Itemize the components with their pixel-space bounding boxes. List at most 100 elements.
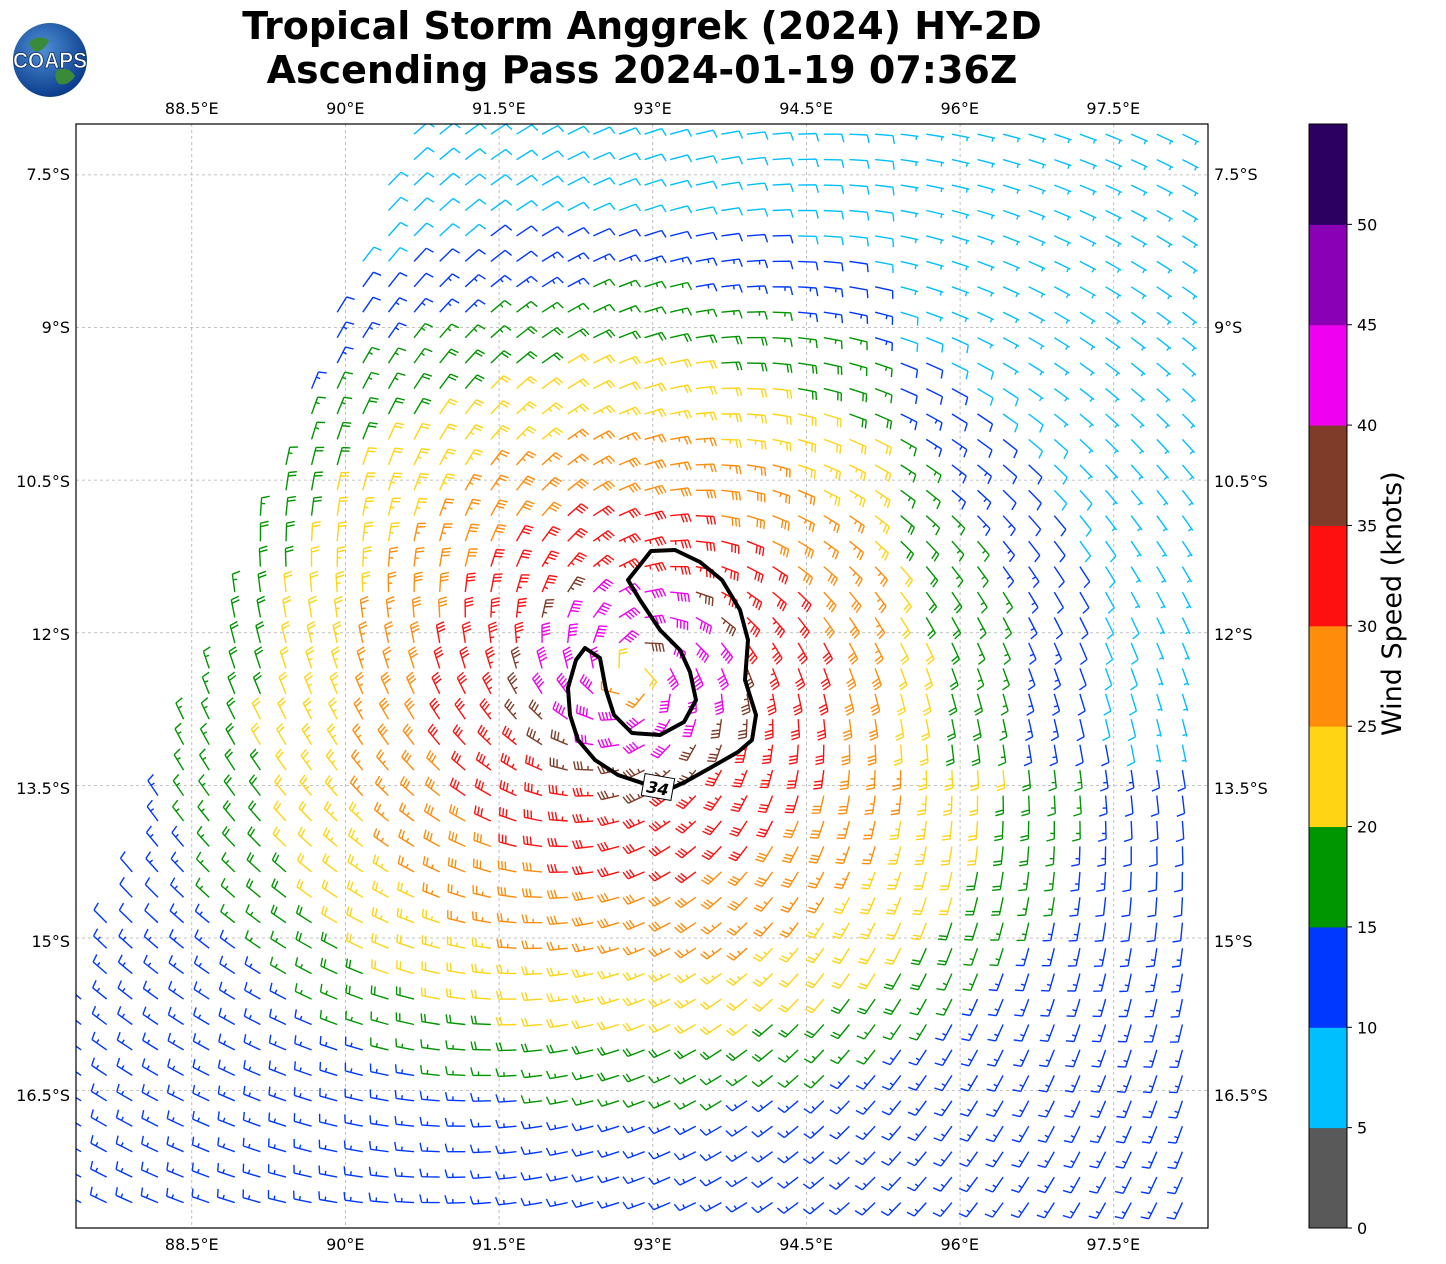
wind-barb-stroke <box>844 693 855 716</box>
wind-barb <box>1053 642 1063 665</box>
wind-barb-stroke <box>1116 1075 1132 1093</box>
wind-barb <box>875 158 895 170</box>
map-background <box>76 124 1208 1228</box>
wind-barb <box>299 774 313 797</box>
wind-barb <box>571 1199 594 1208</box>
wind-barb <box>951 438 968 458</box>
wind-barb <box>1072 820 1081 842</box>
wind-barb <box>1079 515 1092 537</box>
wind-barb-stroke <box>1002 438 1018 459</box>
wind-barb <box>1038 1075 1055 1093</box>
wind-barb <box>644 204 667 213</box>
wind-barb-stroke <box>269 982 287 1000</box>
wind-barb <box>141 1058 159 1077</box>
wind-barb <box>926 311 944 322</box>
wind-barb <box>757 795 774 813</box>
wind-barb <box>779 922 799 938</box>
wind-barb-stroke <box>1105 209 1123 222</box>
wind-barb <box>977 286 995 297</box>
wind-barb-stroke <box>346 906 364 924</box>
wind-barb <box>276 723 287 746</box>
wind-barb-stroke <box>1181 744 1187 763</box>
wind-barb-stroke <box>147 774 159 796</box>
wind-barb-stroke <box>495 1145 517 1155</box>
wind-barb <box>829 1049 850 1065</box>
wind-barb <box>1181 438 1196 455</box>
wind-barb-stroke <box>1170 998 1184 1018</box>
wind-barb-stroke <box>1028 540 1041 563</box>
wind-barb-stroke <box>1156 260 1173 274</box>
wind-barb-stroke <box>756 820 774 838</box>
wind-barb-stroke <box>1002 617 1013 640</box>
wind-barb-stroke <box>305 646 315 669</box>
wind-barb-stroke <box>898 668 908 691</box>
wind-barb-stroke <box>422 856 440 873</box>
wind-barb-stroke <box>855 1151 876 1166</box>
wind-barb-stroke <box>861 846 876 865</box>
wind-barb-stroke <box>1002 668 1010 691</box>
wind-barb <box>644 459 667 470</box>
wind-barb <box>194 903 210 924</box>
wind-barb <box>772 566 789 585</box>
wind-barb <box>1181 744 1187 763</box>
wind-barb <box>1002 540 1016 563</box>
wind-barb-stroke <box>593 177 616 186</box>
wind-barb-stroke <box>849 235 869 247</box>
wind-barb <box>496 938 517 949</box>
wind-barb-stroke <box>700 947 722 960</box>
wind-barb <box>644 127 667 136</box>
wind-barb-stroke <box>1062 1176 1081 1194</box>
wind-barb <box>1079 388 1095 402</box>
wind-barb <box>941 820 953 841</box>
wind-barb <box>644 255 667 264</box>
wind-barb-stroke <box>695 206 718 215</box>
wind-barb <box>1181 617 1191 635</box>
wind-barb <box>245 904 261 924</box>
wind-barb <box>91 1005 108 1026</box>
wind-barb-stroke <box>886 897 902 915</box>
wind-barb-stroke <box>498 806 517 822</box>
wind-barb <box>173 748 185 771</box>
wind-barb-stroke <box>874 260 894 274</box>
wind-barb-stroke <box>874 235 895 248</box>
wind-barb-stroke <box>951 311 969 323</box>
wind-barb-stroke <box>725 1202 748 1213</box>
wind-barb-stroke <box>464 448 483 466</box>
wind-barb-stroke <box>737 719 748 740</box>
wind-barb-stroke <box>986 1075 1004 1092</box>
wind-barb <box>541 452 563 466</box>
wind-barb <box>496 964 517 975</box>
wind-barb-stroke <box>1105 235 1122 248</box>
wind-barb <box>823 566 838 587</box>
wind-barb <box>199 722 210 746</box>
wind-barb <box>431 671 442 695</box>
wind-barb <box>1167 1151 1184 1170</box>
wind-barb-stroke <box>299 774 313 797</box>
wind-barb <box>1105 260 1122 274</box>
wind-barb-stroke <box>90 1160 108 1178</box>
wind-barb <box>464 523 480 542</box>
wind-barb <box>243 1060 261 1077</box>
wind-barb-stroke <box>925 438 943 458</box>
wind-barb-stroke <box>883 998 902 1016</box>
wind-barb <box>167 1006 184 1026</box>
wind-barb-stroke <box>648 1125 671 1135</box>
wind-barb <box>1017 897 1030 917</box>
wind-barb <box>740 693 751 716</box>
wind-barb-stroke <box>336 296 355 313</box>
wind-barb-stroke <box>900 438 917 457</box>
wind-barb-stroke <box>644 408 667 418</box>
wind-barb-stroke <box>541 226 564 237</box>
wind-barb <box>1181 668 1190 686</box>
wind-barb <box>1054 133 1072 144</box>
wind-barb-stroke <box>702 820 722 836</box>
wind-barb <box>115 1161 133 1178</box>
wind-barb-stroke <box>1073 795 1082 817</box>
wind-barb <box>571 865 594 876</box>
wind-barb-stroke <box>1002 260 1020 272</box>
wind-barb <box>567 503 589 517</box>
wind-barb <box>1079 540 1092 563</box>
wind-barb-stroke <box>257 570 267 593</box>
wind-barb-stroke <box>592 379 616 390</box>
wind-barb-stroke <box>373 801 389 822</box>
